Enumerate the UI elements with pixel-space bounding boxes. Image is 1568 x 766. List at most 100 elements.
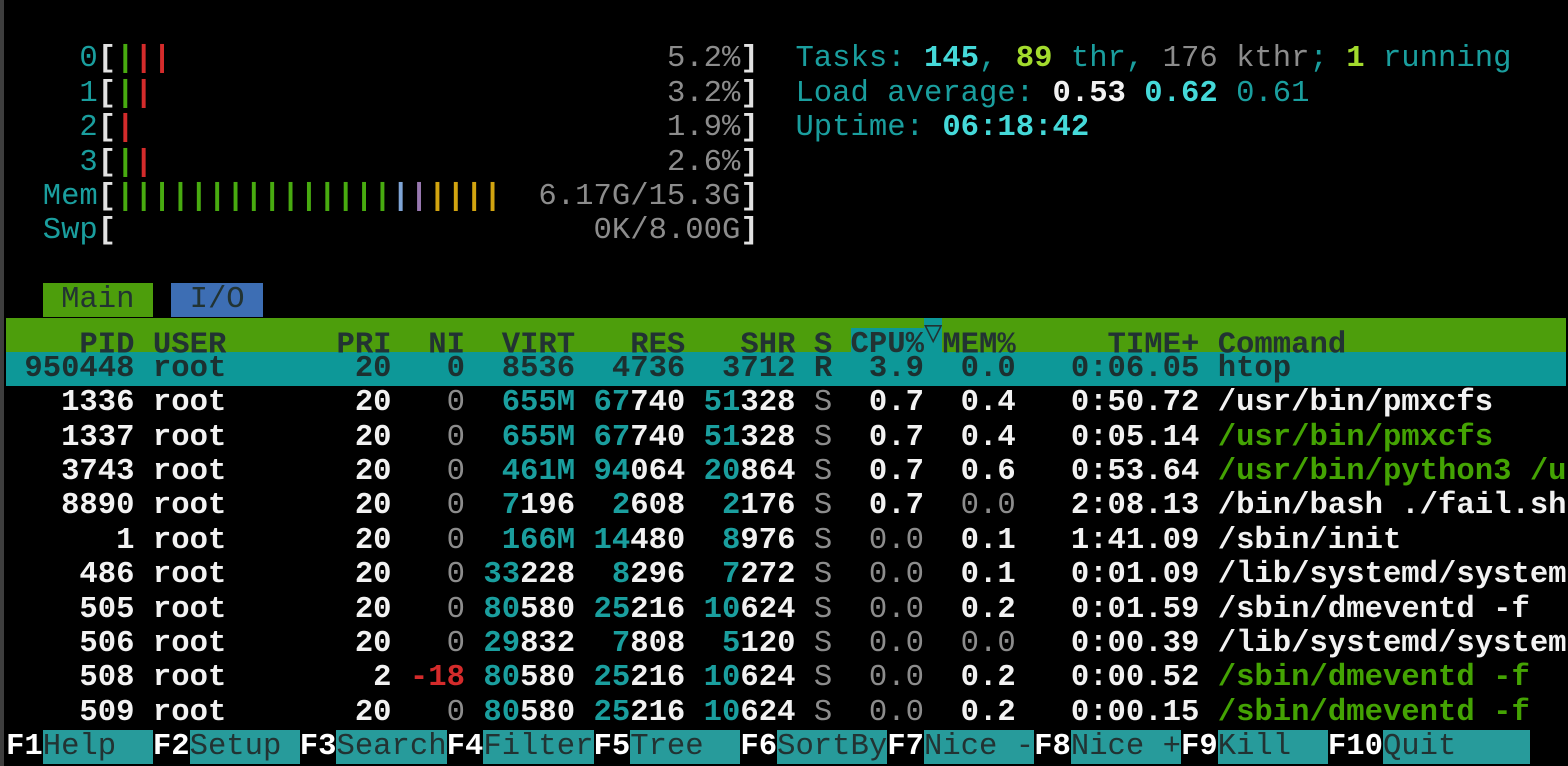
tab-main[interactable]: Main xyxy=(42,283,153,318)
cell-state: S xyxy=(813,523,851,558)
cell-mem-percent: 0.4 xyxy=(942,386,1035,421)
cell-virt: 461M xyxy=(483,455,575,489)
virt-value-thousands: 80 xyxy=(483,592,521,627)
gap xyxy=(685,593,703,627)
mem-meter-row: Mem[||||||||||||||||||||| 6.17G/15.3G] xyxy=(6,180,1566,214)
cell-pid: 486 xyxy=(6,558,153,593)
fkey-f6[interactable]: F6SortBy xyxy=(740,730,888,765)
cell-res: 67740 xyxy=(594,421,686,455)
cell-state: S xyxy=(813,695,851,730)
cell-user: root xyxy=(152,695,337,730)
gap xyxy=(465,558,483,592)
mem-meter-bar-green: | xyxy=(134,179,153,214)
process-row[interactable]: 509 root 20 0 80580 25216 10624 S 0.0 0.… xyxy=(6,696,1566,730)
mem-meter-bar-green: | xyxy=(354,179,374,214)
fkey-f10[interactable]: F10Quit xyxy=(1328,730,1530,765)
cpu3-meter-label: 3 xyxy=(6,145,98,180)
process-row[interactable]: 508 root 2 -18 80580 25216 10624 S 0.0 0… xyxy=(6,661,1566,695)
shr-value: 624 xyxy=(740,661,796,696)
res-value: 216 xyxy=(630,592,686,627)
cell-pid: 3743 xyxy=(6,455,153,490)
cell-command: /usr/bin/python3 /u xyxy=(1217,455,1567,490)
load-1min: 0.53 xyxy=(1052,76,1126,111)
virt-value: 655M xyxy=(483,420,576,455)
cell-mem-percent: 0.2 xyxy=(942,661,1035,696)
fkey-f1[interactable]: F1Help xyxy=(6,730,153,765)
virt-value: 166M xyxy=(483,523,576,558)
cell-command: /sbin/dmeventd -f xyxy=(1217,695,1530,730)
process-row[interactable]: 506 root 20 0 29832 7808 5120 S 0.0 0.0 … xyxy=(6,627,1566,661)
shr-value: 272 xyxy=(740,558,796,593)
fkey-f9[interactable]: F9Kill xyxy=(1181,730,1328,765)
cell-priority: 20 xyxy=(336,695,410,730)
cpu0-meter-bar-red: | xyxy=(152,42,172,77)
cpu3-meter-space xyxy=(153,146,667,180)
cpu3-meter-value: 2.6% xyxy=(666,145,741,180)
cell-mem-percent: 0.2 xyxy=(942,695,1035,730)
gap xyxy=(685,696,703,730)
cell-user: root xyxy=(152,661,337,696)
process-row[interactable]: 1337 root 20 0 655M 67740 51328 S 0.7 0.… xyxy=(6,421,1566,455)
process-row[interactable]: 505 root 20 0 80580 25216 10624 S 0.0 0.… xyxy=(6,593,1566,627)
swp-meter-close-bracket: ] xyxy=(740,214,759,249)
cell-priority: 20 xyxy=(336,386,410,421)
fkey-f2[interactable]: F2Setup xyxy=(153,730,300,765)
cell-time: 0:00.39 xyxy=(1034,627,1218,662)
cell-virt: 655M xyxy=(483,386,575,420)
gap xyxy=(795,455,813,489)
process-row[interactable]: 486 root 20 0 33228 8296 7272 S 0.0 0.1 … xyxy=(6,558,1566,592)
cell-res: 94064 xyxy=(594,455,686,489)
process-row[interactable]: 8890 root 20 0 7196 2608 2176 S 0.7 0.0 … xyxy=(6,489,1566,523)
process-row[interactable]: 1 root 20 0 166M 14480 8976 S 0.0 0.1 1:… xyxy=(6,524,1566,558)
cell-nice: 0 xyxy=(409,592,465,627)
res-value: 064 xyxy=(630,455,686,490)
cell-res: 25216 xyxy=(594,696,686,730)
shr-value-thousands: 7 xyxy=(703,558,741,593)
cell-pid: 1337 xyxy=(6,420,153,455)
fkey-f6-label: SortBy xyxy=(777,730,888,765)
fkey-f3[interactable]: F3Search xyxy=(300,730,447,765)
gap xyxy=(685,455,703,489)
cell-cpu-percent: 0.7 xyxy=(850,386,943,421)
fkey-f5[interactable]: F5Tree xyxy=(594,730,741,765)
process-row[interactable]: 3743 root 20 0 461M 94064 20864 S 0.7 0.… xyxy=(6,455,1566,489)
cpu2-meter-close-bracket: ] xyxy=(740,111,759,146)
cell-res: 25216 xyxy=(594,661,686,695)
virt-value: 580 xyxy=(520,592,576,627)
shr-value-thousands: 51 xyxy=(703,420,741,455)
cell-priority: 20 xyxy=(336,351,410,386)
gap xyxy=(795,386,813,420)
mem-meter-space xyxy=(502,180,539,214)
shr-value: 864 xyxy=(740,455,796,490)
process-row[interactable]: 1336 root 20 0 655M 67740 51328 S 0.7 0.… xyxy=(6,386,1566,420)
load-15min: 0.61 xyxy=(1236,76,1310,111)
fkey-f7[interactable]: F7Nice - xyxy=(887,730,1035,765)
cell-cpu-percent: 0.0 xyxy=(850,695,943,730)
gap xyxy=(685,421,703,455)
gap xyxy=(465,524,483,558)
mem-meter-bar-green: | xyxy=(189,179,208,214)
cell-pid: 509 xyxy=(6,695,153,730)
cell-mem-percent: 0.2 xyxy=(942,592,1035,627)
mem-meter-bar-blue: | xyxy=(391,179,410,214)
cpu0-meter-close-bracket: ] xyxy=(740,42,759,77)
cpu-meter-row-1: 1[|| 3.2%] Load average: 0.53 0.62 0.61 xyxy=(6,77,1566,111)
cell-priority: 20 xyxy=(336,558,410,593)
virt-value-thousands: 33 xyxy=(483,558,521,593)
cell-priority: 20 xyxy=(336,489,410,524)
mem-meter-bar-green: | xyxy=(336,179,355,214)
res-value: 740 xyxy=(630,420,686,455)
mem-meter-bar-green: | xyxy=(263,179,282,214)
cell-cpu-percent: 0.7 xyxy=(850,455,943,490)
mem-meter-bar-green: | xyxy=(116,179,135,214)
tab-io[interactable]: I/O xyxy=(171,283,264,318)
cell-state: S xyxy=(813,455,851,490)
cell-pid: 1336 xyxy=(6,386,153,421)
virt-value: 580 xyxy=(520,661,576,696)
gap xyxy=(465,661,483,695)
process-row[interactable]: 950448 root 20 0 8536 4736 3712 R 3.9 0.… xyxy=(6,351,1566,387)
fkey-f8[interactable]: F8Nice + xyxy=(1034,730,1181,765)
fkey-f4[interactable]: F4Filter xyxy=(447,730,594,765)
res-value-thousands: 4 xyxy=(593,351,631,386)
function-key-bar: F1Help F2Setup F3SearchF4FilterF5Tree F6… xyxy=(6,730,1566,765)
